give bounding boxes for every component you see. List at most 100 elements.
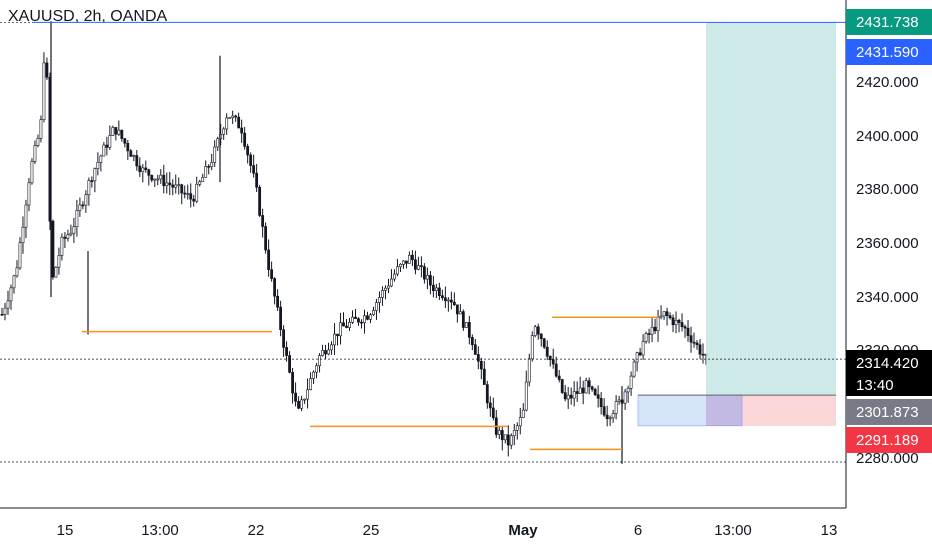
candle-body (105, 144, 109, 148)
y-tick-label: 2340.000 (856, 289, 919, 306)
candle-body (36, 138, 40, 146)
candle-body (156, 178, 160, 181)
candle-body (443, 297, 447, 302)
candle-body (315, 365, 318, 373)
candle-body (650, 326, 654, 335)
candle-body (84, 194, 88, 206)
candle-body (497, 430, 501, 435)
candle-body (123, 138, 127, 144)
candle-body (689, 335, 693, 343)
candle-body (174, 184, 178, 188)
candle-body (584, 380, 588, 394)
candle-body (417, 265, 420, 270)
candle-body (294, 392, 297, 402)
candle-body (390, 278, 393, 287)
overlap-zone (706, 395, 742, 426)
candle-body (273, 278, 277, 297)
candle-body (488, 402, 492, 409)
candle-body (425, 275, 429, 280)
candle-body (111, 127, 115, 136)
candle-body (75, 210, 79, 227)
candle-body (291, 372, 294, 394)
candle-body (482, 368, 486, 385)
x-tick-label: 15 (57, 522, 74, 539)
candle-body (479, 360, 483, 370)
candle-body (638, 352, 642, 356)
candle-body (6, 300, 10, 309)
candle-body (515, 425, 519, 431)
candle-body (452, 301, 456, 306)
candle-body (9, 287, 13, 302)
candle-body (530, 335, 534, 360)
candle-body (644, 333, 648, 342)
candle-body (216, 138, 220, 148)
candle-body (312, 371, 315, 379)
candle-body (701, 353, 705, 356)
candle-body (72, 226, 76, 234)
overlay-area (0, 21, 846, 463)
candle-body (617, 399, 621, 402)
candle-body (81, 204, 85, 207)
candle-body (189, 193, 193, 200)
candle-body (396, 266, 399, 275)
candle-body (683, 326, 687, 329)
candle-body (557, 375, 561, 380)
y-tick-label: 2380.000 (856, 181, 919, 198)
candle-body (255, 172, 259, 188)
candle-body (399, 264, 402, 268)
candle-body (87, 180, 91, 196)
candle-body (60, 236, 64, 256)
candle-body (623, 391, 627, 404)
candle-body (195, 183, 199, 202)
candle-body (524, 381, 528, 411)
plot-area (0, 21, 708, 464)
candle-body (132, 155, 136, 157)
x-tick-label: 13:00 (141, 522, 179, 539)
price-badge-label: 2314.420 (856, 355, 919, 372)
candle-body (369, 314, 372, 320)
candle-body (78, 204, 82, 211)
candle-body (237, 116, 241, 129)
candle-body (632, 361, 636, 377)
candle-body (381, 290, 384, 298)
candle-body (276, 295, 280, 308)
candle-body (3, 307, 7, 315)
x-tick-label: May (508, 522, 538, 539)
candle-body (405, 260, 408, 264)
candle-body (12, 275, 16, 289)
candle-body (231, 115, 235, 118)
exchange-label: OANDA (110, 8, 168, 25)
candle-body (411, 254, 414, 261)
candle-body (120, 129, 124, 139)
candle-body (93, 168, 97, 182)
candle-body (408, 254, 411, 264)
candle-body (587, 380, 591, 388)
candle-body (54, 266, 58, 278)
candle-body (360, 321, 363, 324)
candle-body (234, 115, 238, 118)
candle-body (318, 355, 321, 367)
candle-body (282, 329, 286, 348)
candle-body (686, 327, 690, 336)
candle-body (162, 174, 166, 187)
x-tick-label: 22 (248, 522, 265, 539)
candle-body (39, 119, 43, 139)
candle-body (647, 333, 651, 335)
candle-body (225, 117, 229, 130)
price-badge (846, 9, 932, 35)
price-badge (846, 39, 932, 65)
candle-body (572, 391, 576, 399)
x-tick-label: 25 (363, 522, 380, 539)
candle-body (674, 319, 678, 326)
candle-body (372, 310, 375, 316)
candle-body (656, 316, 660, 332)
candle-body (168, 182, 172, 186)
candle-body (24, 204, 28, 228)
long-position-target-zone (706, 22, 836, 396)
candle-body (509, 435, 513, 446)
candle-body (414, 259, 417, 270)
candle-body (102, 144, 106, 157)
y-tick-label: 2280.000 (856, 450, 919, 467)
candle-body (96, 162, 100, 169)
